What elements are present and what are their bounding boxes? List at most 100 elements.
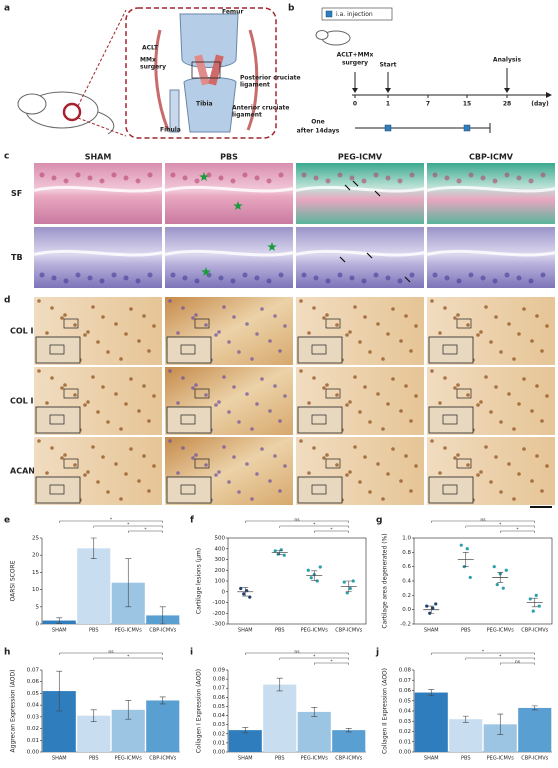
x-tick-label: SHAM xyxy=(238,756,253,762)
roi-box xyxy=(194,318,210,329)
cell xyxy=(91,445,95,449)
significance-bracket xyxy=(93,525,163,528)
point xyxy=(459,543,463,547)
cell xyxy=(535,384,539,388)
cell xyxy=(266,278,272,284)
cell xyxy=(479,400,483,404)
histology-image xyxy=(296,163,424,224)
cell xyxy=(373,172,379,178)
label: COL II xyxy=(10,397,37,406)
cell xyxy=(147,489,151,493)
y-axis-label: Cartilage area degenerated (%) xyxy=(382,533,389,628)
inset xyxy=(428,406,474,434)
label: a xyxy=(4,4,10,14)
significance-label: * xyxy=(110,517,113,523)
cell xyxy=(87,275,93,281)
inset-box xyxy=(442,414,458,425)
cell xyxy=(381,357,385,361)
cell xyxy=(254,175,260,181)
cell xyxy=(204,393,208,397)
cell xyxy=(232,385,236,389)
cell xyxy=(181,376,185,380)
cell xyxy=(363,315,367,319)
cell xyxy=(181,306,185,310)
cell xyxy=(222,305,226,309)
cell xyxy=(111,272,117,278)
y-tick-label: 0.06 xyxy=(27,679,40,685)
joint-space xyxy=(295,185,425,193)
y-tick-label: 0.07 xyxy=(27,668,40,674)
cell xyxy=(358,480,362,484)
point xyxy=(528,597,532,601)
cell xyxy=(101,315,105,319)
cell xyxy=(466,463,470,467)
cell xyxy=(152,324,156,328)
y-tick-label: 0.03 xyxy=(213,722,226,728)
significance-bracket xyxy=(59,652,163,655)
y-tick-label: 0.07 xyxy=(399,678,412,684)
cell xyxy=(101,385,105,389)
inset xyxy=(297,476,343,504)
cell xyxy=(499,490,503,494)
label: TB xyxy=(11,253,23,262)
label: Fibula xyxy=(160,127,181,134)
cell xyxy=(368,420,372,424)
cell xyxy=(99,178,105,184)
inset-box xyxy=(180,484,196,495)
error-bar xyxy=(90,537,97,559)
y-tick-label: 0.05 xyxy=(27,691,40,697)
cell xyxy=(489,340,493,344)
cell xyxy=(409,272,415,278)
label: 7 xyxy=(426,101,430,108)
fibula xyxy=(169,89,180,133)
cell xyxy=(83,403,87,407)
cell xyxy=(307,401,311,405)
y-tick-label: 0.00 xyxy=(213,750,226,756)
cell xyxy=(204,323,208,327)
cell xyxy=(218,175,224,181)
cell xyxy=(391,447,395,451)
cell xyxy=(376,462,380,466)
cell xyxy=(181,446,185,450)
cell xyxy=(217,470,221,474)
cell xyxy=(507,462,511,466)
cell xyxy=(278,419,282,423)
cell xyxy=(545,324,549,328)
significance-bracket xyxy=(245,652,349,655)
label: Start xyxy=(379,62,396,69)
y-tick-label: -100 xyxy=(213,600,226,606)
significance-bracket xyxy=(314,530,349,533)
cell xyxy=(507,392,511,396)
cell xyxy=(191,316,195,320)
label: Anterior cruciate xyxy=(232,105,289,112)
cell xyxy=(114,392,118,396)
label: (day) xyxy=(531,101,549,108)
error-bar xyxy=(531,705,538,711)
cell xyxy=(535,454,539,458)
cell xyxy=(468,172,474,178)
point xyxy=(531,609,535,613)
y-tick-label: -300 xyxy=(213,622,226,628)
cell xyxy=(83,473,87,477)
cell xyxy=(307,331,311,335)
cell xyxy=(312,446,316,450)
inset-box xyxy=(442,344,458,355)
cell xyxy=(517,472,521,476)
x-tick-label: PEG-ICMVs xyxy=(487,628,515,634)
point xyxy=(431,606,435,610)
bar xyxy=(77,548,111,624)
y-tick-label: 0.03 xyxy=(27,714,40,720)
y-tick-label: 400 xyxy=(215,546,226,552)
cell xyxy=(517,402,521,406)
cell xyxy=(456,313,460,317)
inset-box xyxy=(49,344,65,355)
cell xyxy=(237,490,241,494)
cell xyxy=(194,313,198,317)
inset-box xyxy=(49,484,65,495)
joint-space xyxy=(33,249,163,257)
cell xyxy=(489,410,493,414)
significance-label: ns xyxy=(108,650,114,655)
error-bar xyxy=(90,709,97,722)
cell xyxy=(268,479,272,483)
